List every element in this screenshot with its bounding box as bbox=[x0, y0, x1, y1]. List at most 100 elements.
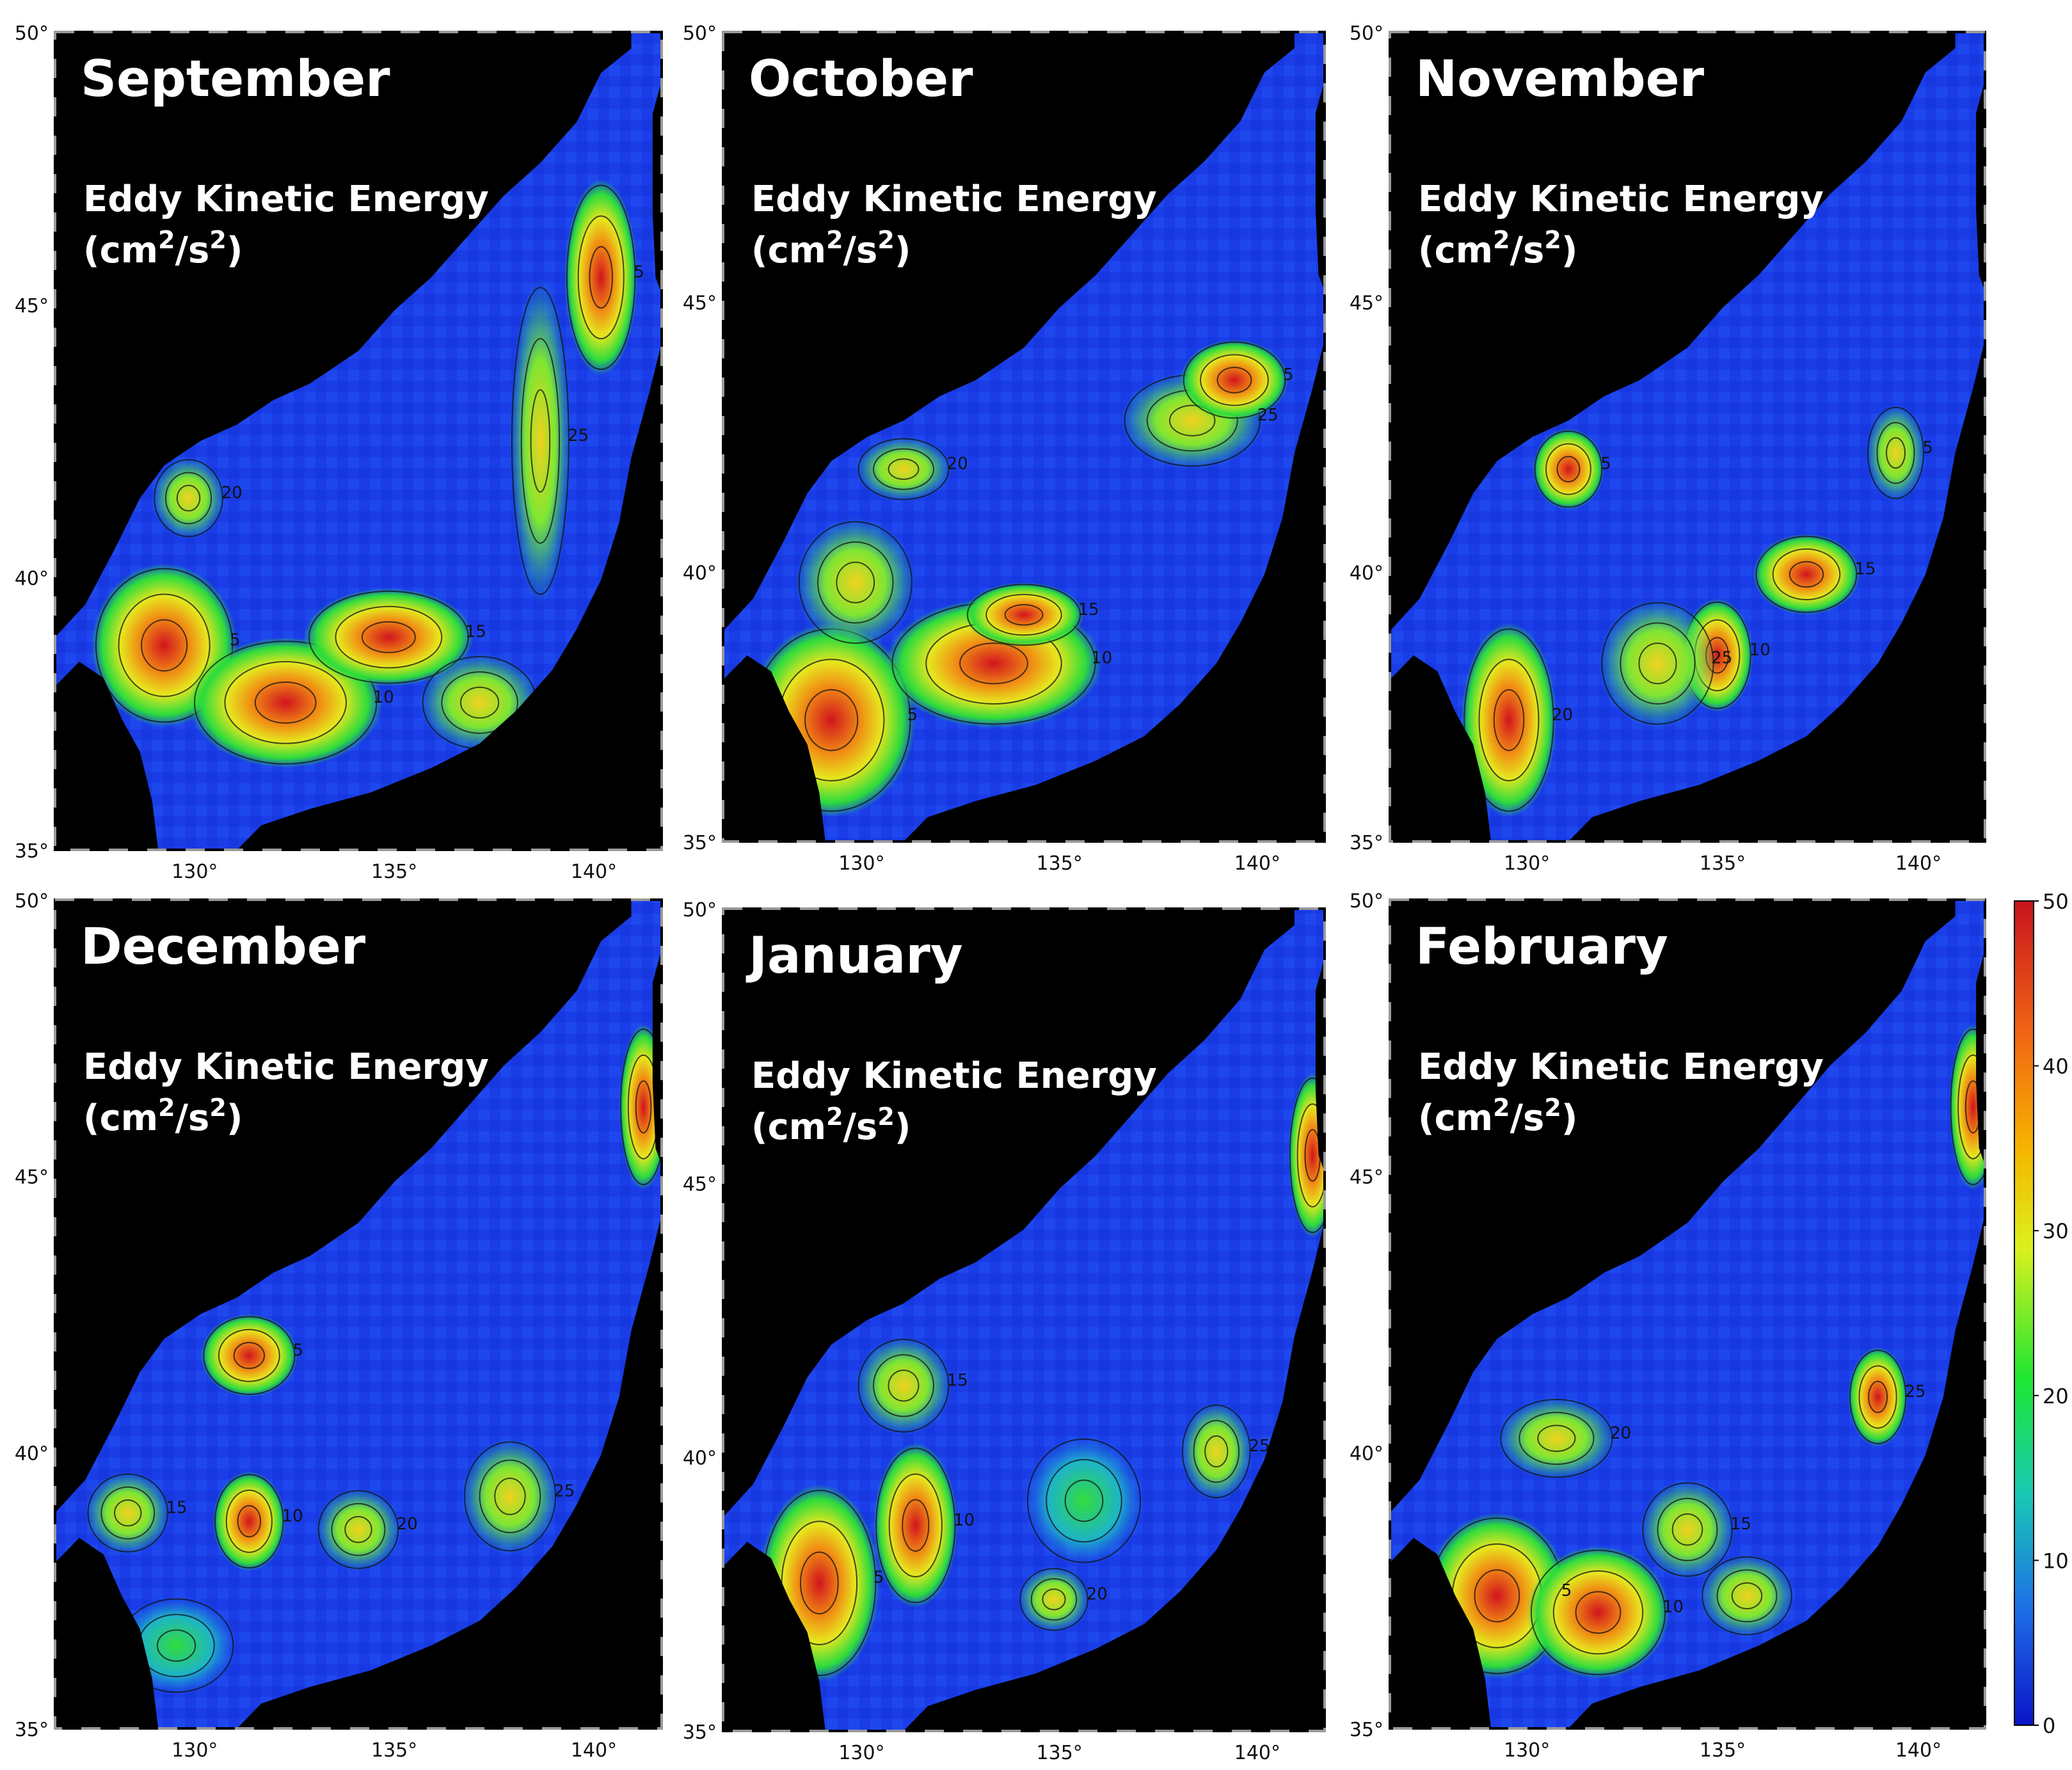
contour-label: 25 bbox=[554, 1481, 575, 1501]
contour-line bbox=[873, 1354, 934, 1417]
eke-hotspot bbox=[1024, 1435, 1144, 1567]
unit-label: (cm2/s2) bbox=[83, 1094, 243, 1139]
lat-tick-label: 40° bbox=[683, 562, 717, 584]
land-korea bbox=[723, 1542, 825, 1731]
land-sakhalin bbox=[1315, 80, 1325, 291]
contour-line bbox=[888, 458, 920, 480]
lat-tick-label: 35° bbox=[683, 832, 717, 854]
land-japan bbox=[904, 1221, 1325, 1731]
lon-tick-label: 130° bbox=[838, 852, 884, 875]
lon-tick-label: 135° bbox=[1037, 852, 1083, 875]
contour-label: 25 bbox=[1257, 406, 1279, 425]
lat-tick-label: 35° bbox=[15, 1719, 49, 1741]
contour-label: 20 bbox=[221, 483, 243, 502]
eke-hotspot bbox=[510, 277, 571, 605]
lat-tick-label: 45° bbox=[683, 1173, 717, 1195]
contour-line bbox=[335, 605, 443, 669]
contour-line bbox=[1030, 1578, 1078, 1621]
contour-line bbox=[1701, 1556, 1792, 1636]
contour-label: 15 bbox=[1078, 600, 1099, 619]
contour-line bbox=[1876, 422, 1915, 484]
lat-tick-label: 40° bbox=[1350, 1442, 1383, 1465]
contour-line bbox=[154, 459, 223, 538]
lon-tick-label: 130° bbox=[1504, 852, 1550, 875]
eke-hotspot bbox=[1639, 1479, 1735, 1579]
contour-line bbox=[888, 1473, 943, 1578]
lat-tick-label: 45° bbox=[1350, 1167, 1383, 1189]
lon-tick-label: 130° bbox=[1504, 1739, 1550, 1762]
eke-hotspot bbox=[85, 1471, 171, 1555]
contour-line bbox=[459, 686, 500, 719]
map-frame-ticks bbox=[722, 31, 1326, 843]
contour-line bbox=[1200, 354, 1269, 406]
contour-line bbox=[114, 1499, 142, 1527]
contour-label: 15 bbox=[947, 1371, 968, 1390]
contour-line bbox=[1957, 1054, 1985, 1160]
contour-line bbox=[620, 1028, 662, 1186]
variable-label: Eddy Kinetic Energy bbox=[83, 179, 489, 220]
variable-label: Eddy Kinetic Energy bbox=[1418, 179, 1824, 220]
colorbar-tick-label: 30 bbox=[2043, 1219, 2069, 1243]
contour-label: 5 bbox=[230, 631, 241, 650]
contour-label: 10 bbox=[1091, 649, 1112, 668]
contour-line bbox=[1474, 1569, 1520, 1623]
lat-tick-label: 45° bbox=[1350, 292, 1383, 315]
contour-line bbox=[888, 1369, 920, 1402]
land-asia bbox=[55, 32, 632, 637]
lon-tick-label: 135° bbox=[371, 1739, 417, 1762]
contour-line bbox=[233, 1342, 266, 1369]
lon-tick-label: 140° bbox=[571, 1739, 617, 1762]
contour-line bbox=[1537, 1424, 1576, 1452]
contour-label: 5 bbox=[293, 1341, 304, 1360]
contour-line bbox=[1638, 642, 1677, 685]
contour-line bbox=[1216, 367, 1252, 394]
contour-line bbox=[225, 1489, 273, 1553]
contour-line bbox=[959, 642, 1028, 685]
eke-hotspot bbox=[619, 1024, 662, 1190]
contour-line bbox=[1642, 1482, 1733, 1577]
contour-line bbox=[817, 541, 894, 624]
colorbar-tick-label: 20 bbox=[2043, 1384, 2069, 1408]
contour-line bbox=[214, 1474, 284, 1569]
contour-line bbox=[800, 1551, 839, 1615]
contour-line bbox=[100, 1486, 155, 1540]
contour-label: 20 bbox=[947, 454, 968, 474]
colorbar-tick-label: 50 bbox=[2043, 889, 2069, 914]
contour-line bbox=[1867, 406, 1925, 499]
land-asia bbox=[723, 32, 1295, 632]
contour-label: 5 bbox=[634, 262, 644, 282]
contour-line bbox=[1500, 1399, 1613, 1478]
contour-line bbox=[237, 1504, 262, 1538]
lat-tick-label: 50° bbox=[15, 22, 49, 45]
lat-tick-label: 40° bbox=[1350, 562, 1383, 584]
contour-line bbox=[1849, 1350, 1907, 1444]
month-title: December bbox=[81, 918, 366, 976]
contour-line bbox=[1885, 437, 1906, 469]
eke-hotspot bbox=[200, 1314, 298, 1397]
contour-line bbox=[966, 584, 1081, 646]
eke-hotspot bbox=[1461, 623, 1557, 818]
contour-line bbox=[361, 621, 416, 653]
land-japan bbox=[237, 1215, 662, 1728]
contour-line bbox=[1463, 628, 1554, 812]
contour-line bbox=[1671, 1513, 1703, 1546]
contour-line bbox=[118, 593, 211, 698]
land-sakhalin bbox=[1315, 958, 1325, 1172]
lat-tick-label: 45° bbox=[15, 295, 49, 317]
map-panel: 5 10 15 20 25 5 50° 45° 40° 35° 130° 135° 140° Februa… bbox=[1350, 890, 1986, 1762]
eke-hotspot bbox=[855, 436, 952, 502]
land-korea bbox=[55, 1538, 159, 1728]
eke-hotspot bbox=[315, 1488, 401, 1571]
contour-label: 25 bbox=[1249, 1437, 1270, 1456]
contour-line bbox=[463, 1441, 557, 1552]
eke-hotspot bbox=[795, 518, 916, 648]
contour-label: 5 bbox=[1600, 454, 1611, 474]
contour-label: 5 bbox=[1561, 1581, 1572, 1600]
contour-line bbox=[224, 661, 347, 744]
land-asia bbox=[55, 900, 632, 1513]
eke-hotspot bbox=[1949, 1024, 1985, 1190]
lat-tick-label: 35° bbox=[1350, 1719, 1383, 1741]
contour-line bbox=[1858, 1365, 1897, 1429]
contour-line bbox=[344, 1515, 372, 1543]
lon-tick-label: 130° bbox=[171, 1739, 218, 1762]
